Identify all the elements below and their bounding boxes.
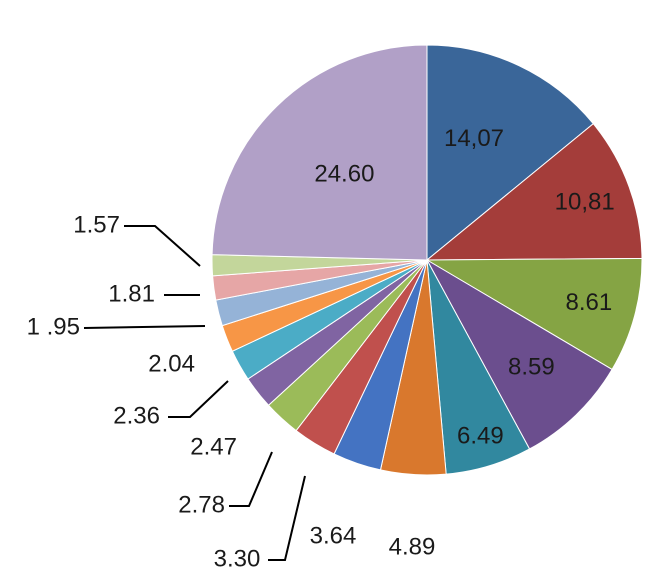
pie-slice-4 — [425, 258, 613, 450]
pie-slices — [211, 44, 643, 476]
slice-label-16: 24.60 — [314, 161, 374, 188]
slice-label-11: 2.36 — [113, 402, 160, 429]
slice-label-8: 3.30 — [214, 545, 261, 572]
pie-slice-1 — [426, 44, 594, 262]
pie-slice-2 — [425, 123, 643, 261]
slice-label-6: 4.89 — [389, 533, 436, 560]
slice-label-4: 8.59 — [508, 354, 555, 381]
slice-label-13: 1 .95 — [27, 313, 80, 340]
pie-slice-16 — [211, 44, 428, 261]
leader-line-11 — [168, 380, 229, 418]
leader-line-9 — [229, 451, 273, 507]
leader-line-8 — [268, 475, 306, 561]
slice-label-2: 10,81 — [555, 188, 615, 215]
leader-line-15 — [124, 225, 201, 267]
slice-label-9: 2.78 — [178, 491, 225, 518]
slice-labels: 14,07 10,81 8.61 8.59 6.49 4.89 3.64 3.30 2.78 2.… — [27, 125, 615, 572]
slice-label-10: 2.47 — [190, 433, 237, 460]
leader-lines — [83, 225, 306, 561]
slice-label-14: 1.81 — [108, 280, 155, 307]
slice-label-1: 14,07 — [444, 125, 504, 152]
pie-slice-3 — [425, 257, 643, 371]
leader-line-13 — [83, 325, 206, 329]
slice-label-15: 1.57 — [73, 211, 120, 238]
slice-label-3: 8.61 — [566, 289, 613, 316]
slice-label-12: 2.04 — [148, 350, 195, 377]
slice-label-7: 3.64 — [310, 522, 357, 549]
slice-label-5: 6.49 — [457, 422, 504, 449]
